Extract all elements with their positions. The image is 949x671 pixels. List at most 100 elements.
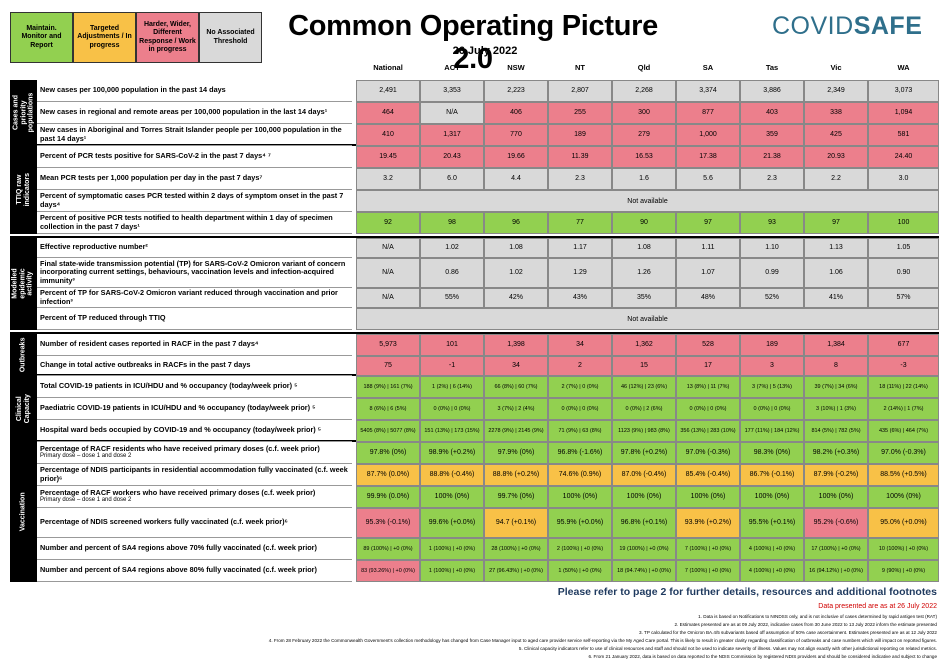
value-cell-qld: 96.8% (+0.1%): [612, 508, 676, 538]
value-cell-wa: 581: [868, 124, 939, 146]
value-cell-tas: 4 (100%) | +0 (0%): [740, 560, 804, 582]
value-cell-sa: 100% (0%): [676, 486, 740, 508]
indicator-label-r7: Percent of positive PCR tests notified t…: [37, 212, 352, 234]
value-cell-wa: 0.90: [868, 258, 939, 288]
value-cell-nsw: 1,398: [484, 334, 548, 356]
value-cell-sa: 528: [676, 334, 740, 356]
column-header-sa: SA: [702, 63, 714, 72]
value-cell-nsw: 2,223: [484, 80, 548, 102]
value-cell-national: 99.9% (0.0%): [356, 486, 420, 508]
value-cell-nsw: 406: [484, 102, 548, 124]
footnote: 4. From 28 February 2022 the Commonwealt…: [268, 638, 937, 643]
value-cell-nsw: 27 (96.43%) | +0 (0%): [484, 560, 548, 582]
value-cell-qld: 19 (100%) | +0 (0%): [612, 538, 676, 560]
value-cell-tas: 359: [740, 124, 804, 146]
logo-text-covid: COVID: [772, 12, 854, 40]
value-cell-sa: 7 (100%) | +0 (0%): [676, 560, 740, 582]
legend: Maintain. Monitor and Report Targeted Ad…: [10, 12, 262, 63]
value-cell-national: N/A: [356, 258, 420, 288]
value-cell-qld: 1.08: [612, 238, 676, 258]
value-cell-vic: 1.13: [804, 238, 868, 258]
value-cell-national: 2,491: [356, 80, 420, 102]
indicator-text: New cases in Aboriginal and Torres Strai…: [40, 125, 342, 143]
value-cell-qld: 100% (0%): [612, 486, 676, 508]
value-cell-nt: 71 (9%) | 63 (8%): [548, 420, 612, 442]
column-header-tas: Tas: [765, 63, 779, 72]
value-cell-nt: 96.8% (-1.6%): [548, 442, 612, 464]
value-cell-qld: 35%: [612, 288, 676, 308]
value-cell-wa: 3,073: [868, 80, 939, 102]
value-cell-qld: 15: [612, 356, 676, 376]
value-cell-tas: 0.99: [740, 258, 804, 288]
value-cell-national: 89 (100%) | +0 (0%): [356, 538, 420, 560]
value-cell-act: 1 (100%) | +0 (0%): [420, 560, 484, 582]
value-cell-vic: 425: [804, 124, 868, 146]
value-cell-national: 19.45: [356, 146, 420, 168]
value-cell-vic: 41%: [804, 288, 868, 308]
footnote: 3. TP calculated for the Omicron BA.4/5 …: [639, 630, 937, 635]
value-cell-act: 20.43: [420, 146, 484, 168]
indicator-text: Mean PCR tests per 1,000 population per …: [40, 173, 263, 183]
value-cell-vic: 814 (5%) | 782 (5%): [804, 420, 868, 442]
value-cell-tas: 93: [740, 212, 804, 234]
value-cell-national: 410: [356, 124, 420, 146]
section-divider: [10, 236, 939, 238]
value-cell-qld: 97.8% (+0.2%): [612, 442, 676, 464]
value-cell-vic: 97: [804, 212, 868, 234]
value-cell-nsw: 99.7% (0%): [484, 486, 548, 508]
value-cell-nt: 100% (0%): [548, 486, 612, 508]
indicator-text: New cases per 100,000 population in the …: [40, 85, 226, 95]
value-cell-nsw: 88.8% (+0.2%): [484, 464, 548, 486]
indicator-label-r9: Final state-wide transmission potential …: [37, 258, 352, 288]
value-cell-tas: 86.7% (-0.1%): [740, 464, 804, 486]
value-cell-sa: 17.38: [676, 146, 740, 168]
value-cell-wa: 9 (90%) | +0 (0%): [868, 560, 939, 582]
value-cell-wa: 18 (11%) | 22 (14%): [868, 376, 939, 398]
value-cell-sa: 1.07: [676, 258, 740, 288]
value-cell-national: N/A: [356, 288, 420, 308]
value-cell-qld: 279: [612, 124, 676, 146]
value-cell-national: 97.8% (0%): [356, 442, 420, 464]
section-label-cases: Cases and priority populations: [11, 93, 35, 133]
indicator-text: Number and percent of SA4 regions above …: [40, 565, 317, 575]
value-cell-tas: 0 (0%) | 0 (0%): [740, 398, 804, 420]
section-clinical: Clinical Capacity: [10, 376, 37, 442]
value-cell-nt: 77: [548, 212, 612, 234]
value-cell-vic: 87.9% (-0.2%): [804, 464, 868, 486]
value-cell-wa: 95.0% (+0.0%): [868, 508, 939, 538]
indicator-text: New cases in regional and remote areas p…: [40, 107, 328, 117]
column-header-vic: Vic: [830, 63, 842, 72]
indicator-text: Percentage of RACF workers who have rece…: [40, 487, 316, 497]
data-date-note: Data presented are as at 26 July 2022: [818, 603, 937, 610]
value-cell-nt: 2 (100%) | +0 (0%): [548, 538, 612, 560]
value-cell-act: 98: [420, 212, 484, 234]
value-cell-nt: 1 (50%) | +0 (0%): [548, 560, 612, 582]
indicator-label-r3: New cases in Aboriginal and Torres Strai…: [37, 124, 352, 146]
value-cell-vic: 2.2: [804, 168, 868, 190]
indicator-label-r4: Percent of PCR tests positive for SARS-C…: [37, 146, 352, 168]
value-cell-tas: 4 (100%) | +0 (0%): [740, 538, 804, 560]
value-cell-nt: 43%: [548, 288, 612, 308]
value-cell-wa: 1,094: [868, 102, 939, 124]
footnote: 2. Estimates presented are as at 09 July…: [674, 622, 937, 627]
value-cell-wa: 435 (6%) | 464 (7%): [868, 420, 939, 442]
value-cell-qld: 16.53: [612, 146, 676, 168]
value-cell-national: 5,973: [356, 334, 420, 356]
value-cell-sa: 7 (100%) | +0 (0%): [676, 538, 740, 560]
report-date: 26 July 2022: [452, 45, 518, 57]
value-cell-sa: 85.4% (-0.4%): [676, 464, 740, 486]
value-cell-vic: 100% (0%): [804, 486, 868, 508]
indicator-text: Paediatric COVID-19 patients in ICU/HDU …: [40, 403, 316, 413]
value-cell-nsw: 94.7 (+0.1%): [484, 508, 548, 538]
value-cell-national: 464: [356, 102, 420, 124]
value-cell-tas: 3: [740, 356, 804, 376]
indicator-text: Hospital ward beds occupied by COVID-19 …: [40, 425, 322, 435]
value-cell-sa: 356 (13%) | 283 (10%): [676, 420, 740, 442]
indicator-label-r11: Percent of TP reduced through TTIQ: [37, 308, 352, 330]
value-cell-tas: 98.3% (0%): [740, 442, 804, 464]
value-cell-nsw: 42%: [484, 288, 548, 308]
section-label-vaccination: Vaccination: [19, 492, 27, 532]
covidsafe-logo: COVIDSAFE: [772, 12, 922, 41]
value-cell-vic: 2,349: [804, 80, 868, 102]
value-cell-tas: 3 (7%) | 5 (13%): [740, 376, 804, 398]
